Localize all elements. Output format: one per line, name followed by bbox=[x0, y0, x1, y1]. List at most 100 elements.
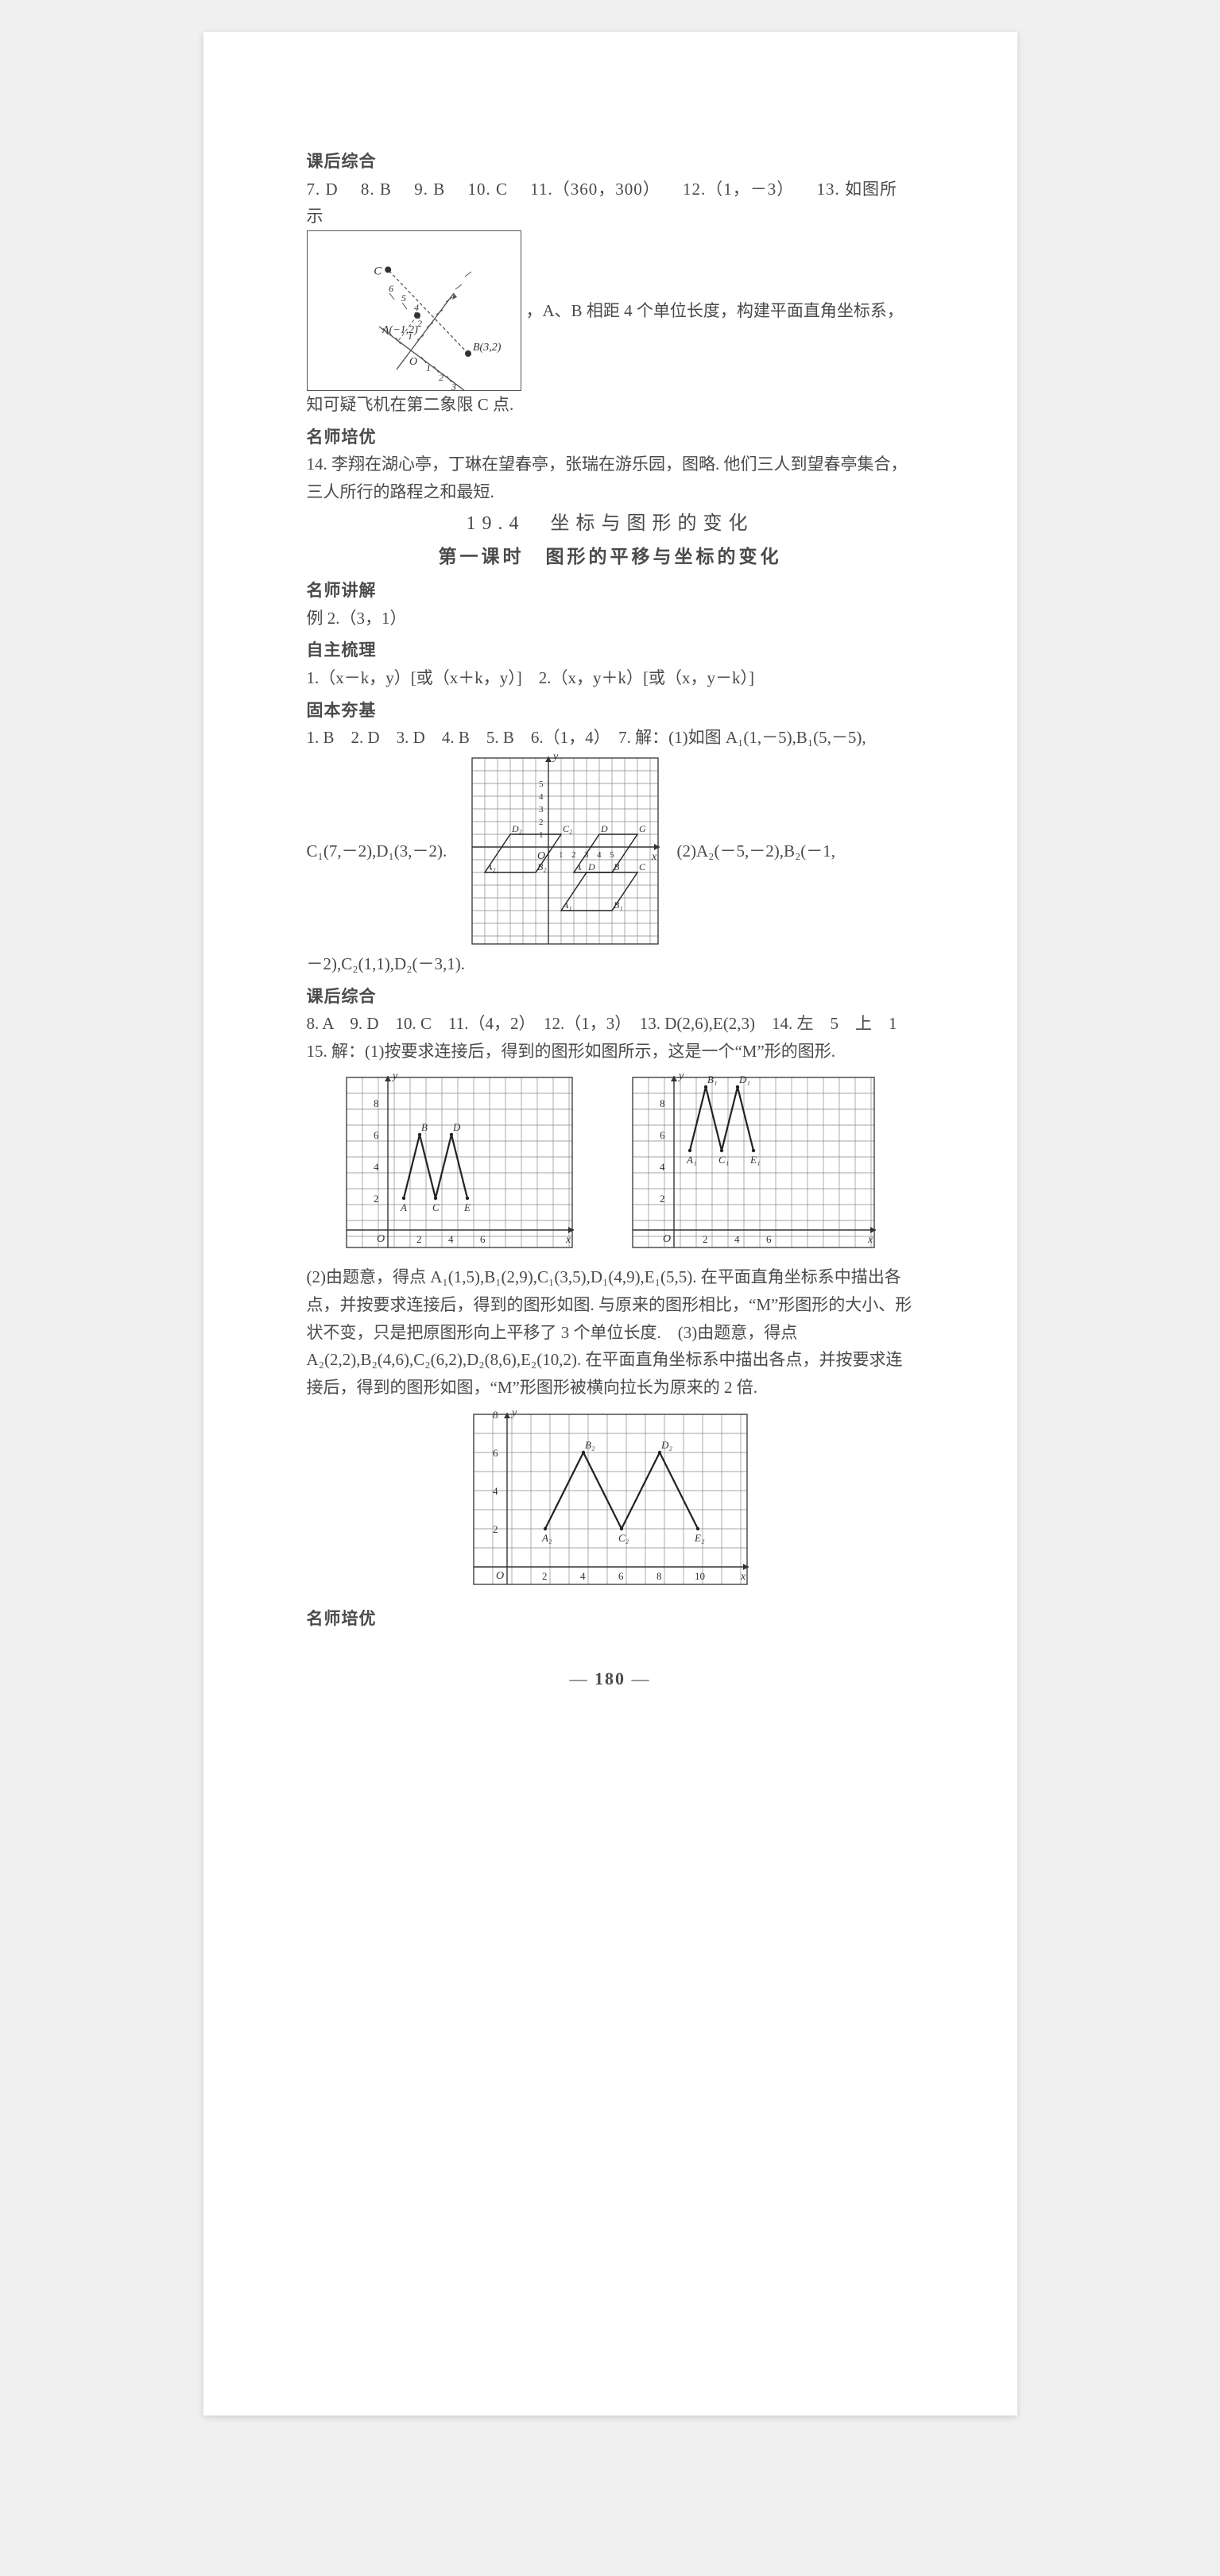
svg-text:A₂: A₂ bbox=[541, 1532, 552, 1544]
lesson-subtitle: 第一课时 图形的平移与坐标的变化 bbox=[307, 542, 914, 572]
svg-text:2: 2 bbox=[416, 1233, 422, 1245]
figure-1: 12312456B(3,2)A(−1,2)COx bbox=[307, 230, 521, 391]
svg-text:D₂: D₂ bbox=[511, 823, 522, 834]
fig2-right-text: (2)A₂(－5,－2),B₂(－1, bbox=[664, 837, 914, 865]
svg-text:2: 2 bbox=[660, 1193, 665, 1205]
svg-text:y: y bbox=[677, 1071, 684, 1082]
svg-text:8: 8 bbox=[374, 1097, 379, 1109]
page: 课后综合 7. D 8. B 9. B 10. C 11.（360，300） 1… bbox=[203, 32, 1017, 2415]
svg-text:6: 6 bbox=[389, 283, 393, 294]
svg-text:3: 3 bbox=[451, 381, 456, 390]
svg-text:B: B bbox=[614, 861, 620, 872]
svg-text:4: 4 bbox=[539, 792, 544, 802]
svg-text:B: B bbox=[421, 1121, 428, 1133]
figure-M2: yxO2468246810A₂B₂C₂D₂E₂ bbox=[467, 1408, 753, 1591]
kehou2-para2: (2)由题意，得点 A₁(1,5),B₁(2,9),C₁(3,5),D₁(4,9… bbox=[307, 1263, 914, 1401]
svg-text:x: x bbox=[651, 851, 657, 863]
svg-text:D₂: D₂ bbox=[660, 1439, 672, 1451]
svg-text:D: D bbox=[452, 1121, 461, 1133]
section-head-mspy2: 名师培优 bbox=[307, 1605, 914, 1633]
svg-text:C₁: C₁ bbox=[718, 1154, 729, 1166]
svg-text:1: 1 bbox=[539, 830, 544, 840]
page-number: 180 bbox=[307, 1665, 914, 1693]
q14-text: 14. 李翔在湖心亭，丁琳在望春亭，张瑞在游乐园，图略. 他们三人到望春亭集合，… bbox=[307, 451, 914, 505]
svg-text:10: 10 bbox=[695, 1570, 705, 1582]
ans: 12.（1，－3） bbox=[683, 180, 794, 199]
svg-text:4: 4 bbox=[493, 1485, 498, 1497]
svg-text:C₂: C₂ bbox=[563, 823, 572, 834]
fig1-below: 知可疑飞机在第二象限 C 点. bbox=[307, 391, 914, 419]
svg-text:A: A bbox=[575, 861, 582, 872]
section-head-msjj: 名师讲解 bbox=[307, 577, 914, 605]
svg-text:4: 4 bbox=[414, 302, 419, 313]
ans: 7. D bbox=[307, 180, 339, 199]
svg-text:6: 6 bbox=[618, 1570, 624, 1582]
ans: 11.（360，300） bbox=[530, 180, 660, 199]
svg-text:C: C bbox=[432, 1201, 440, 1213]
ans: 8. B bbox=[361, 180, 392, 199]
svg-text:y: y bbox=[552, 752, 559, 763]
svg-text:D: D bbox=[600, 823, 608, 834]
svg-text:6: 6 bbox=[374, 1129, 379, 1141]
section-head-gbhj: 固本夯基 bbox=[307, 697, 914, 725]
zzsl-line: 1.（x－k，y）[或（x＋k，y）] 2.（x，y＋k）[或（x，y－k）] bbox=[307, 664, 914, 692]
svg-text:2: 2 bbox=[374, 1193, 379, 1205]
svg-text:y: y bbox=[510, 1408, 517, 1419]
svg-text:E₁: E₁ bbox=[749, 1154, 760, 1166]
svg-text:O: O bbox=[663, 1233, 671, 1245]
svg-text:A₁: A₁ bbox=[562, 899, 572, 911]
svg-text:A₁: A₁ bbox=[686, 1154, 696, 1166]
svg-text:C: C bbox=[639, 861, 646, 872]
svg-text:B₁: B₁ bbox=[707, 1073, 717, 1085]
svg-text:4: 4 bbox=[374, 1161, 379, 1173]
gbhj-answers: 1. B 2. D 3. D 4. B 5. B 6.（1，4） 7. 解：(1… bbox=[307, 724, 914, 752]
two-figures-row: yxO2468246ABCDE yxO2468246A₁B₁C₁D₁E₁ bbox=[307, 1071, 914, 1254]
svg-text:B(3,2): B(3,2) bbox=[473, 342, 502, 354]
kehou2-answers: 8. A 9. D 10. C 11.（4，2） 12.（1，3） 13. D(… bbox=[307, 1010, 914, 1065]
fig2-after: －2),C₂(1,1),D₂(－3,1). bbox=[307, 950, 914, 978]
svg-text:6: 6 bbox=[480, 1233, 486, 1245]
svg-text:6: 6 bbox=[660, 1129, 665, 1141]
svg-text:C: C bbox=[374, 265, 382, 277]
svg-text:8: 8 bbox=[660, 1097, 665, 1109]
answers-line-1: 7. D 8. B 9. B 10. C 11.（360，300） 12.（1，… bbox=[307, 176, 914, 230]
svg-text:6: 6 bbox=[766, 1233, 772, 1245]
figure-M1: yxO2468246A₁B₁C₁D₁E₁ bbox=[626, 1071, 881, 1254]
example-2: 例 2.（3，1） bbox=[307, 605, 914, 632]
svg-text:5: 5 bbox=[401, 292, 406, 304]
figure-M: yxO2468246ABCDE bbox=[340, 1071, 579, 1254]
fig2-row: C₁(7,－2),D₁(3,－2). yxO1234512345DCB₁A₁D₂… bbox=[307, 752, 914, 950]
figure-2: yxO1234512345DCB₁A₁D₂C₂B₂A₂ABGD bbox=[466, 752, 664, 950]
svg-text:y: y bbox=[391, 1071, 398, 1082]
svg-text:1: 1 bbox=[559, 850, 564, 860]
svg-text:B₂: B₂ bbox=[585, 1439, 595, 1451]
svg-text:2: 2 bbox=[542, 1570, 548, 1582]
svg-text:5: 5 bbox=[539, 779, 544, 789]
svg-text:A(−1,2): A(−1,2) bbox=[381, 324, 418, 336]
svg-text:4: 4 bbox=[734, 1233, 740, 1245]
svg-text:C₂: C₂ bbox=[618, 1532, 629, 1544]
svg-text:A₂: A₂ bbox=[486, 861, 496, 872]
svg-text:x: x bbox=[477, 388, 483, 390]
svg-text:E₂: E₂ bbox=[694, 1532, 705, 1544]
svg-text:D₁: D₁ bbox=[738, 1073, 750, 1085]
ans: 10. C bbox=[467, 180, 508, 199]
svg-text:2: 2 bbox=[571, 850, 576, 860]
svg-text:3: 3 bbox=[539, 805, 544, 814]
svg-text:O: O bbox=[409, 356, 417, 368]
svg-text:G: G bbox=[639, 823, 646, 834]
svg-text:1: 1 bbox=[426, 362, 431, 373]
chapter-title: 19.4 坐标与图形的变化 bbox=[307, 509, 914, 540]
svg-text:x: x bbox=[565, 1234, 571, 1246]
fig1-right-text: ，A、B 相距 4 个单位长度，构建平面直角坐标系， bbox=[521, 297, 904, 325]
fig2-left-text: C₁(7,－2),D₁(3,－2). bbox=[307, 837, 466, 865]
section-head-kehou1: 课后综合 bbox=[307, 148, 914, 176]
figure-M2-wrap: yxO2468246810A₂B₂C₂D₂E₂ bbox=[307, 1408, 914, 1599]
svg-text:A: A bbox=[400, 1201, 407, 1213]
svg-text:4: 4 bbox=[580, 1570, 586, 1582]
svg-text:D: D bbox=[587, 861, 595, 872]
svg-text:4: 4 bbox=[597, 850, 602, 860]
svg-text:O: O bbox=[377, 1233, 385, 1245]
svg-text:2: 2 bbox=[539, 818, 544, 827]
section-head-zzsl: 自主梳理 bbox=[307, 636, 914, 664]
